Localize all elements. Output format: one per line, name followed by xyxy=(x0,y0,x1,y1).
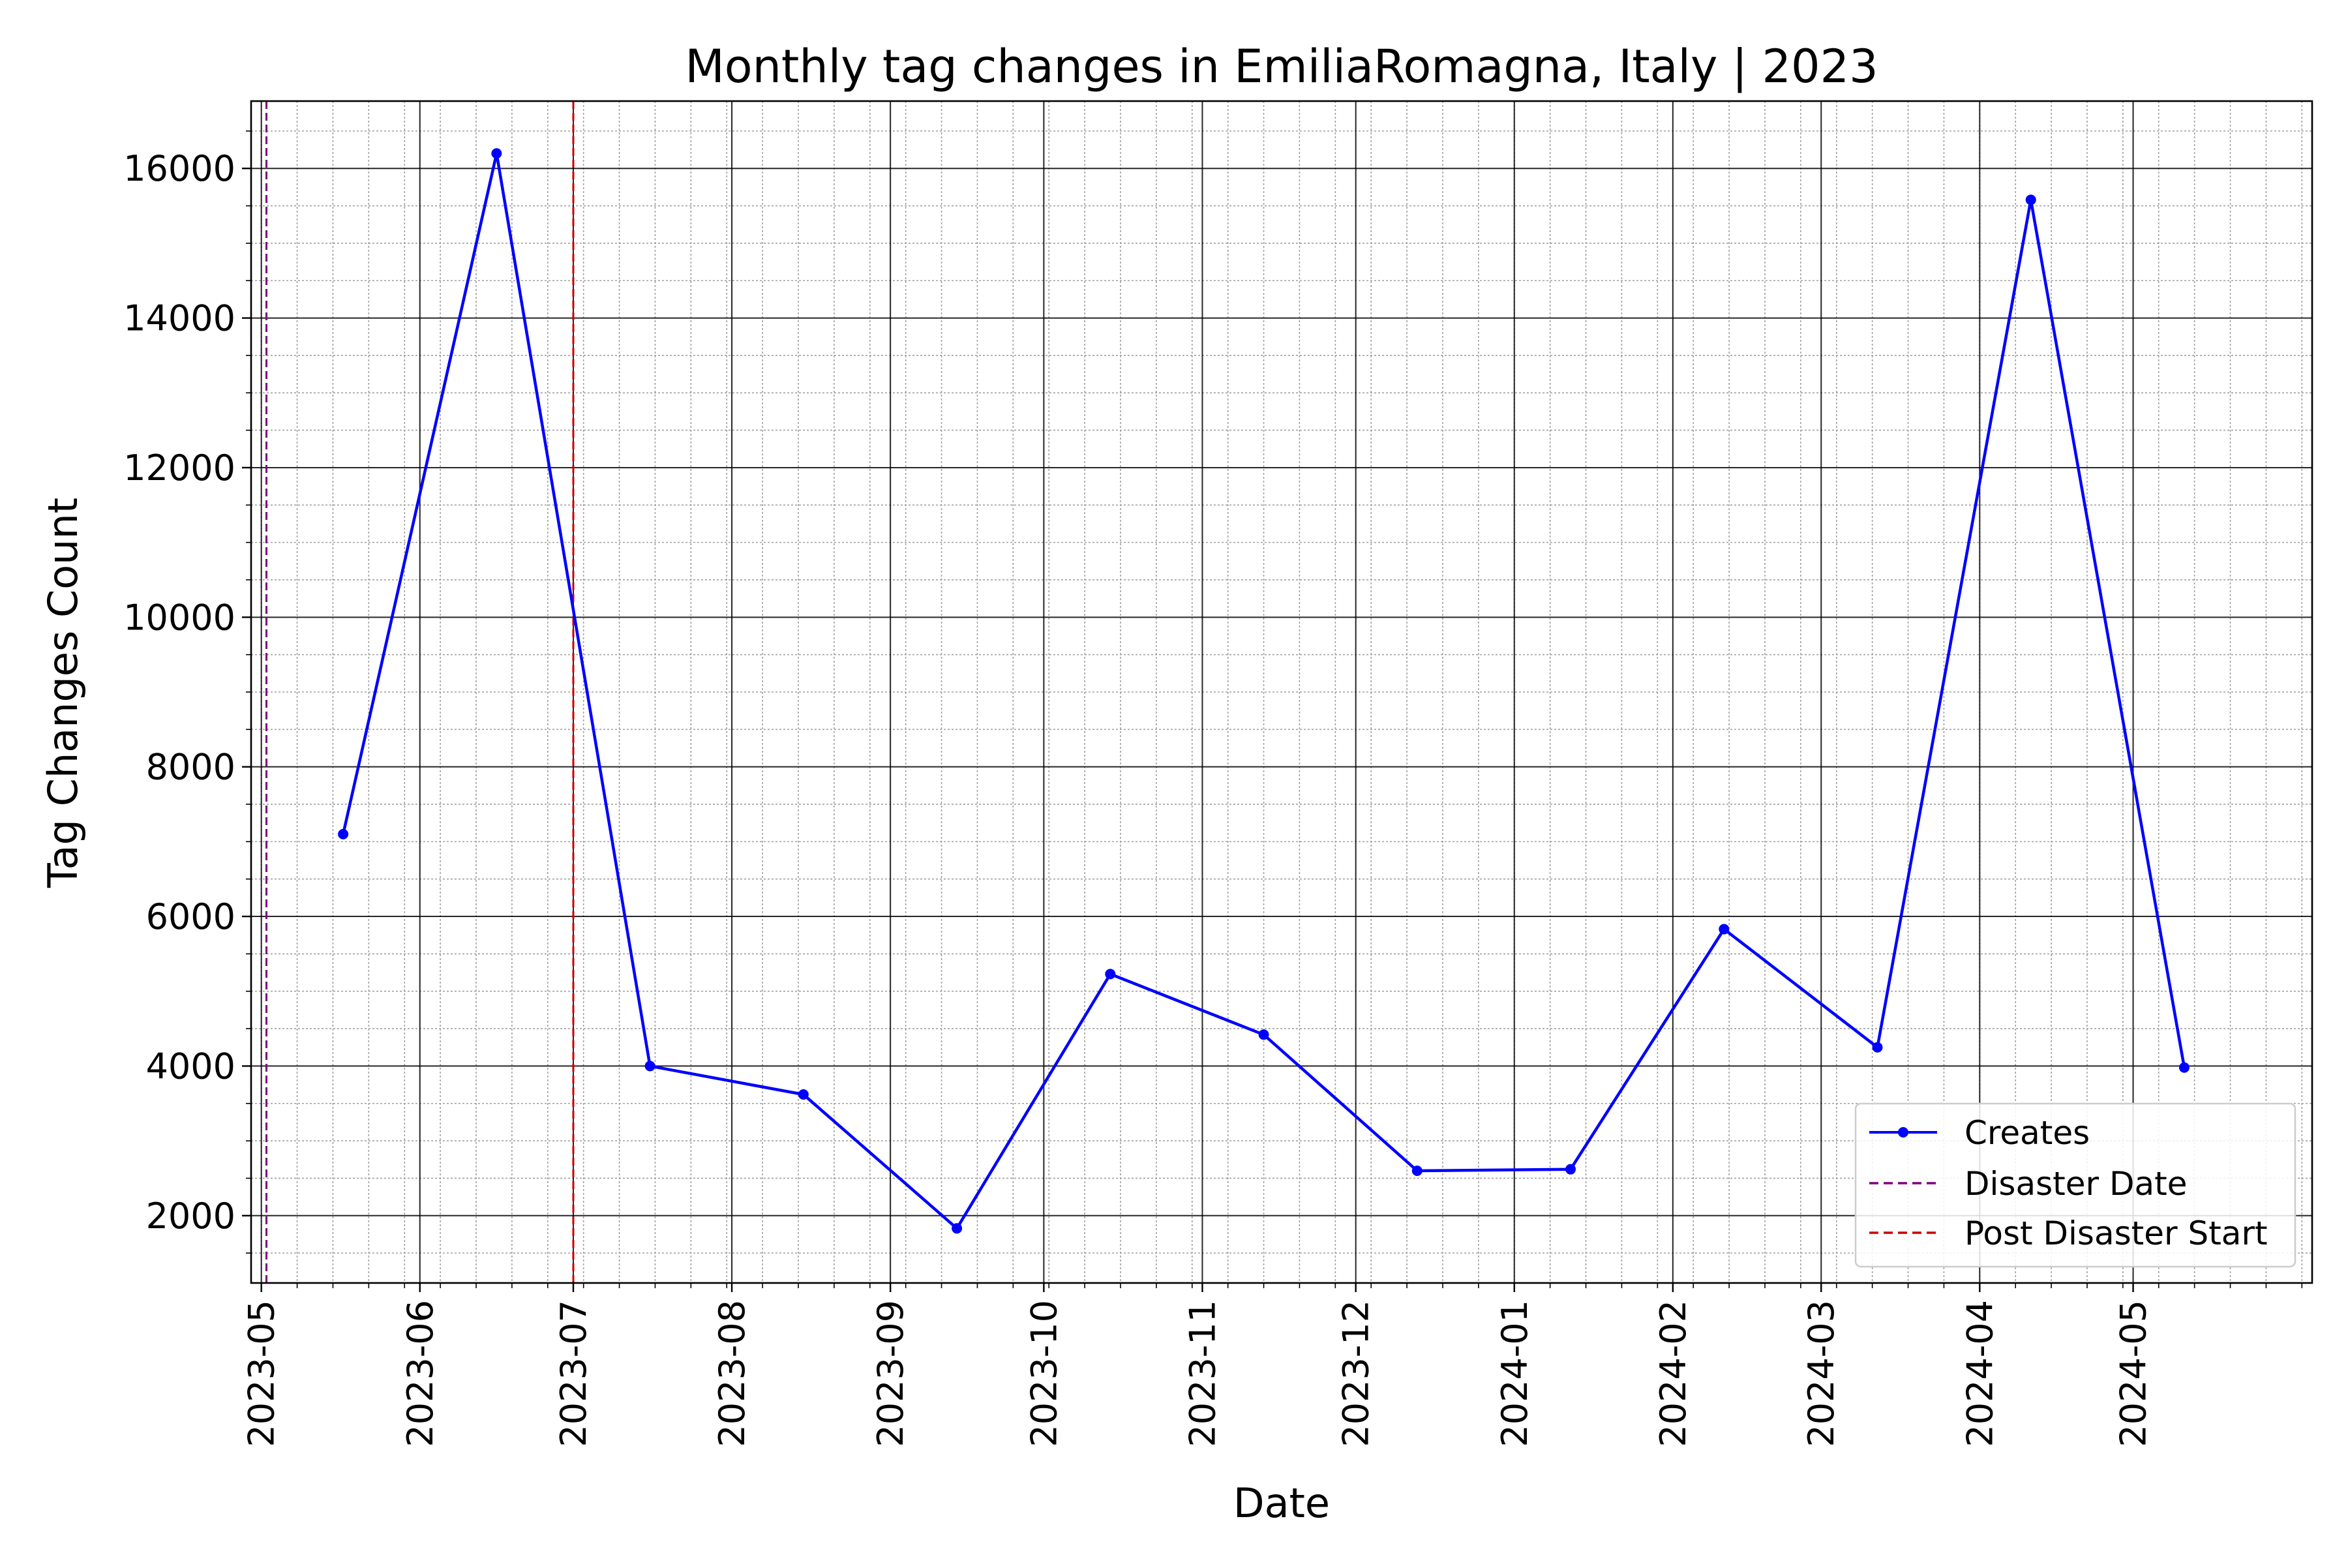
data-point xyxy=(1565,1164,1576,1175)
x-tick-label: 2023-06 xyxy=(400,1300,441,1447)
data-point xyxy=(491,148,502,159)
data-point xyxy=(2178,1062,2190,1073)
data-point xyxy=(1719,924,1730,935)
data-point xyxy=(338,828,349,839)
axis-ticks xyxy=(242,130,2303,1292)
x-tick-labels: 2023-05 2023-06 2023-07 2023-08 2023-09 2023-… xyxy=(241,1300,2154,1447)
data-point xyxy=(1105,969,1116,980)
y-tick-label: 8000 xyxy=(146,747,235,788)
x-tick-label: 2024-03 xyxy=(1801,1300,1842,1447)
data-point xyxy=(1872,1042,1883,1053)
x-tick-label: 2023-11 xyxy=(1182,1300,1223,1447)
data-point xyxy=(952,1223,963,1234)
x-tick-label: 2024-04 xyxy=(1959,1300,2000,1447)
y-tick-label: 12000 xyxy=(123,447,235,489)
x-tick-label: 2024-02 xyxy=(1653,1300,1694,1447)
y-tick-label: 2000 xyxy=(146,1196,235,1237)
x-tick-label: 2023-05 xyxy=(241,1300,282,1447)
legend-post-disaster-label: Post Disaster Start xyxy=(1964,1214,2268,1252)
legend-disaster-date-label: Disaster Date xyxy=(1964,1165,2187,1203)
chart-title: Monthly tag changes in EmiliaRomagna, It… xyxy=(685,40,1878,93)
legend: Creates Disaster Date Post Disaster Star… xyxy=(1854,1102,2296,1268)
series-layer xyxy=(338,148,2190,1234)
legend-creates-marker xyxy=(1898,1127,1908,1138)
legend-creates-label: Creates xyxy=(1964,1114,2090,1152)
y-tick-label: 4000 xyxy=(146,1046,235,1087)
legend-box xyxy=(1854,1102,2296,1268)
y-axis-label: Tag Changes Count xyxy=(39,498,87,888)
minor-gridlines xyxy=(251,101,2312,1283)
x-tick-label: 2024-01 xyxy=(1494,1300,1535,1447)
y-tick-label: 10000 xyxy=(123,597,235,638)
x-tick-label: 2023-12 xyxy=(1336,1300,1377,1447)
x-axis-label: Date xyxy=(1233,1479,1330,1527)
data-point xyxy=(798,1089,809,1100)
reference-lines xyxy=(265,101,575,1283)
y-tick-label: 16000 xyxy=(123,148,235,189)
y-tick-label: 14000 xyxy=(123,298,235,339)
data-point xyxy=(1411,1165,1422,1176)
y-tick-labels: 2000 4000 6000 8000 10000 12000 14000 16000 xyxy=(123,148,235,1237)
x-tick-label: 2023-08 xyxy=(712,1300,753,1447)
data-point xyxy=(1258,1029,1269,1040)
x-tick-label: 2023-10 xyxy=(1023,1300,1064,1447)
y-tick-label: 6000 xyxy=(146,896,235,937)
data-point xyxy=(644,1061,655,1072)
x-tick-label: 2023-09 xyxy=(870,1300,911,1447)
data-point xyxy=(2025,194,2036,205)
x-tick-label: 2023-07 xyxy=(553,1300,594,1447)
x-tick-label: 2024-05 xyxy=(2113,1300,2154,1447)
series-line-creates xyxy=(341,152,2186,1230)
